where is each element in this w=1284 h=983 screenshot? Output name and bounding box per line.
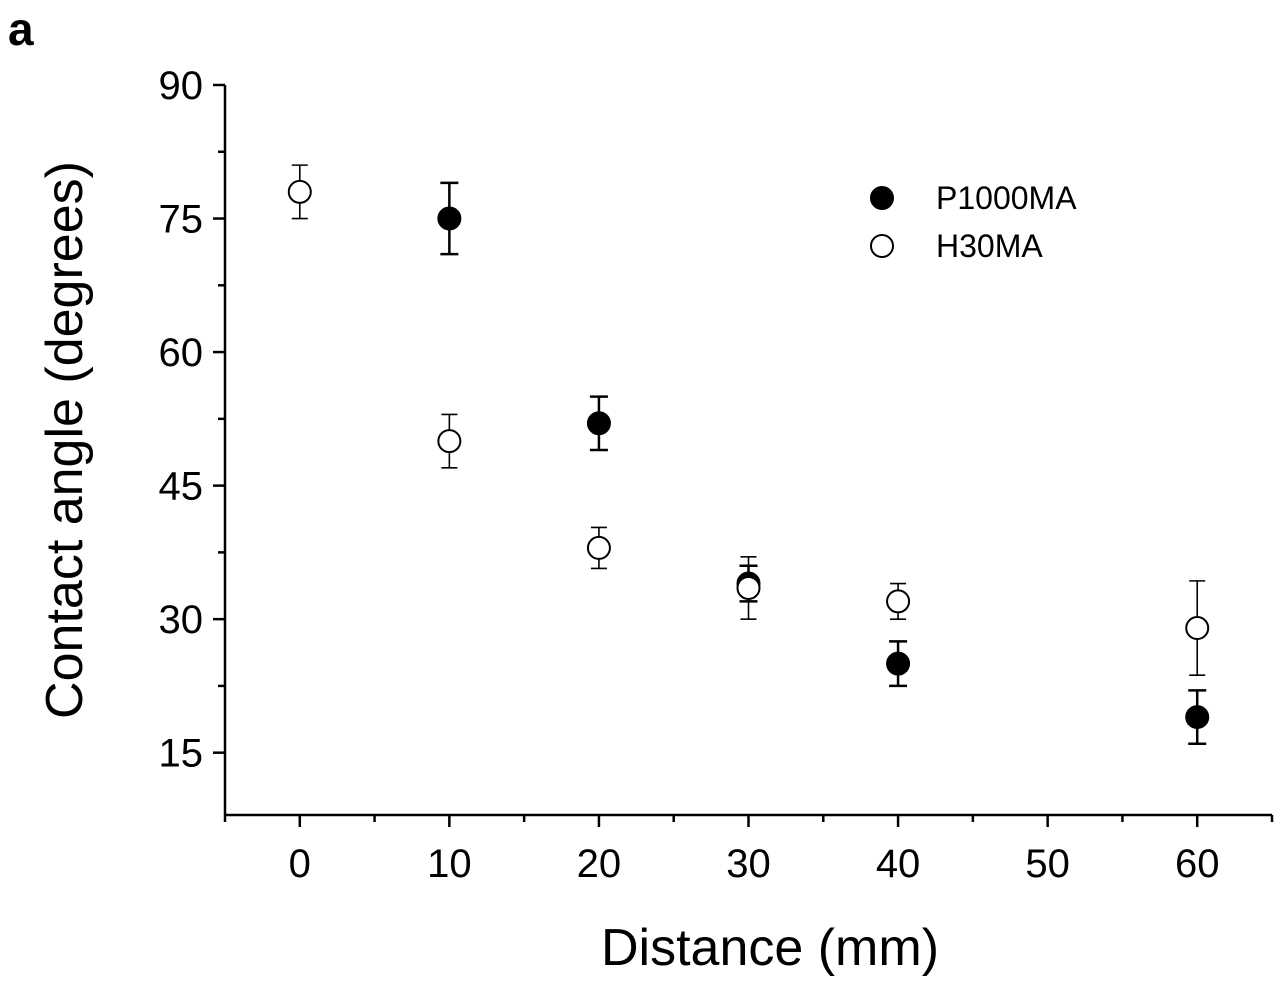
data-point [287, 179, 312, 204]
data-point [437, 429, 462, 454]
x-tick-label: 30 [726, 842, 771, 886]
series-p1000ma [437, 181, 1210, 746]
legend-marker [870, 234, 894, 258]
x-tick-label: 0 [289, 842, 311, 886]
x-axis-title: Distance (mm) [601, 919, 939, 977]
y-tick-label: 75 [159, 198, 204, 242]
x-tick-label: 60 [1175, 842, 1220, 886]
y-tick-label: 30 [159, 598, 204, 642]
x-tick-label: 20 [577, 842, 622, 886]
data-point [437, 206, 462, 231]
y-axis-ticks: 15 30 45 60 75 90 [159, 64, 225, 776]
data-point [1185, 616, 1210, 641]
series-h30ma [287, 164, 1210, 677]
data-series [287, 164, 1210, 746]
x-tick-label: 10 [427, 842, 472, 886]
x-tick-label: 50 [1025, 842, 1070, 886]
legend-marker [870, 186, 894, 210]
y-tick-label: 15 [159, 732, 204, 776]
data-point [886, 589, 911, 614]
data-point [586, 411, 611, 436]
axes [223, 85, 1272, 817]
y-tick-label: 90 [159, 64, 204, 108]
legend-label: P1000MA [936, 180, 1077, 216]
legend: P1000MA H30MA [870, 180, 1077, 264]
y-axis-title: Contact angle (degrees) [36, 161, 94, 719]
y-tick-label: 60 [159, 331, 204, 375]
panel-label: a [8, 3, 34, 55]
x-axis-ticks: 0 10 20 30 40 50 60 [223, 815, 1274, 886]
data-point [1185, 705, 1210, 730]
x-tick-label: 40 [876, 842, 921, 886]
y-tick-label: 45 [159, 465, 204, 509]
legend-label: H30MA [936, 228, 1043, 264]
data-point [736, 575, 761, 600]
data-point [586, 535, 611, 560]
data-point [886, 651, 911, 676]
